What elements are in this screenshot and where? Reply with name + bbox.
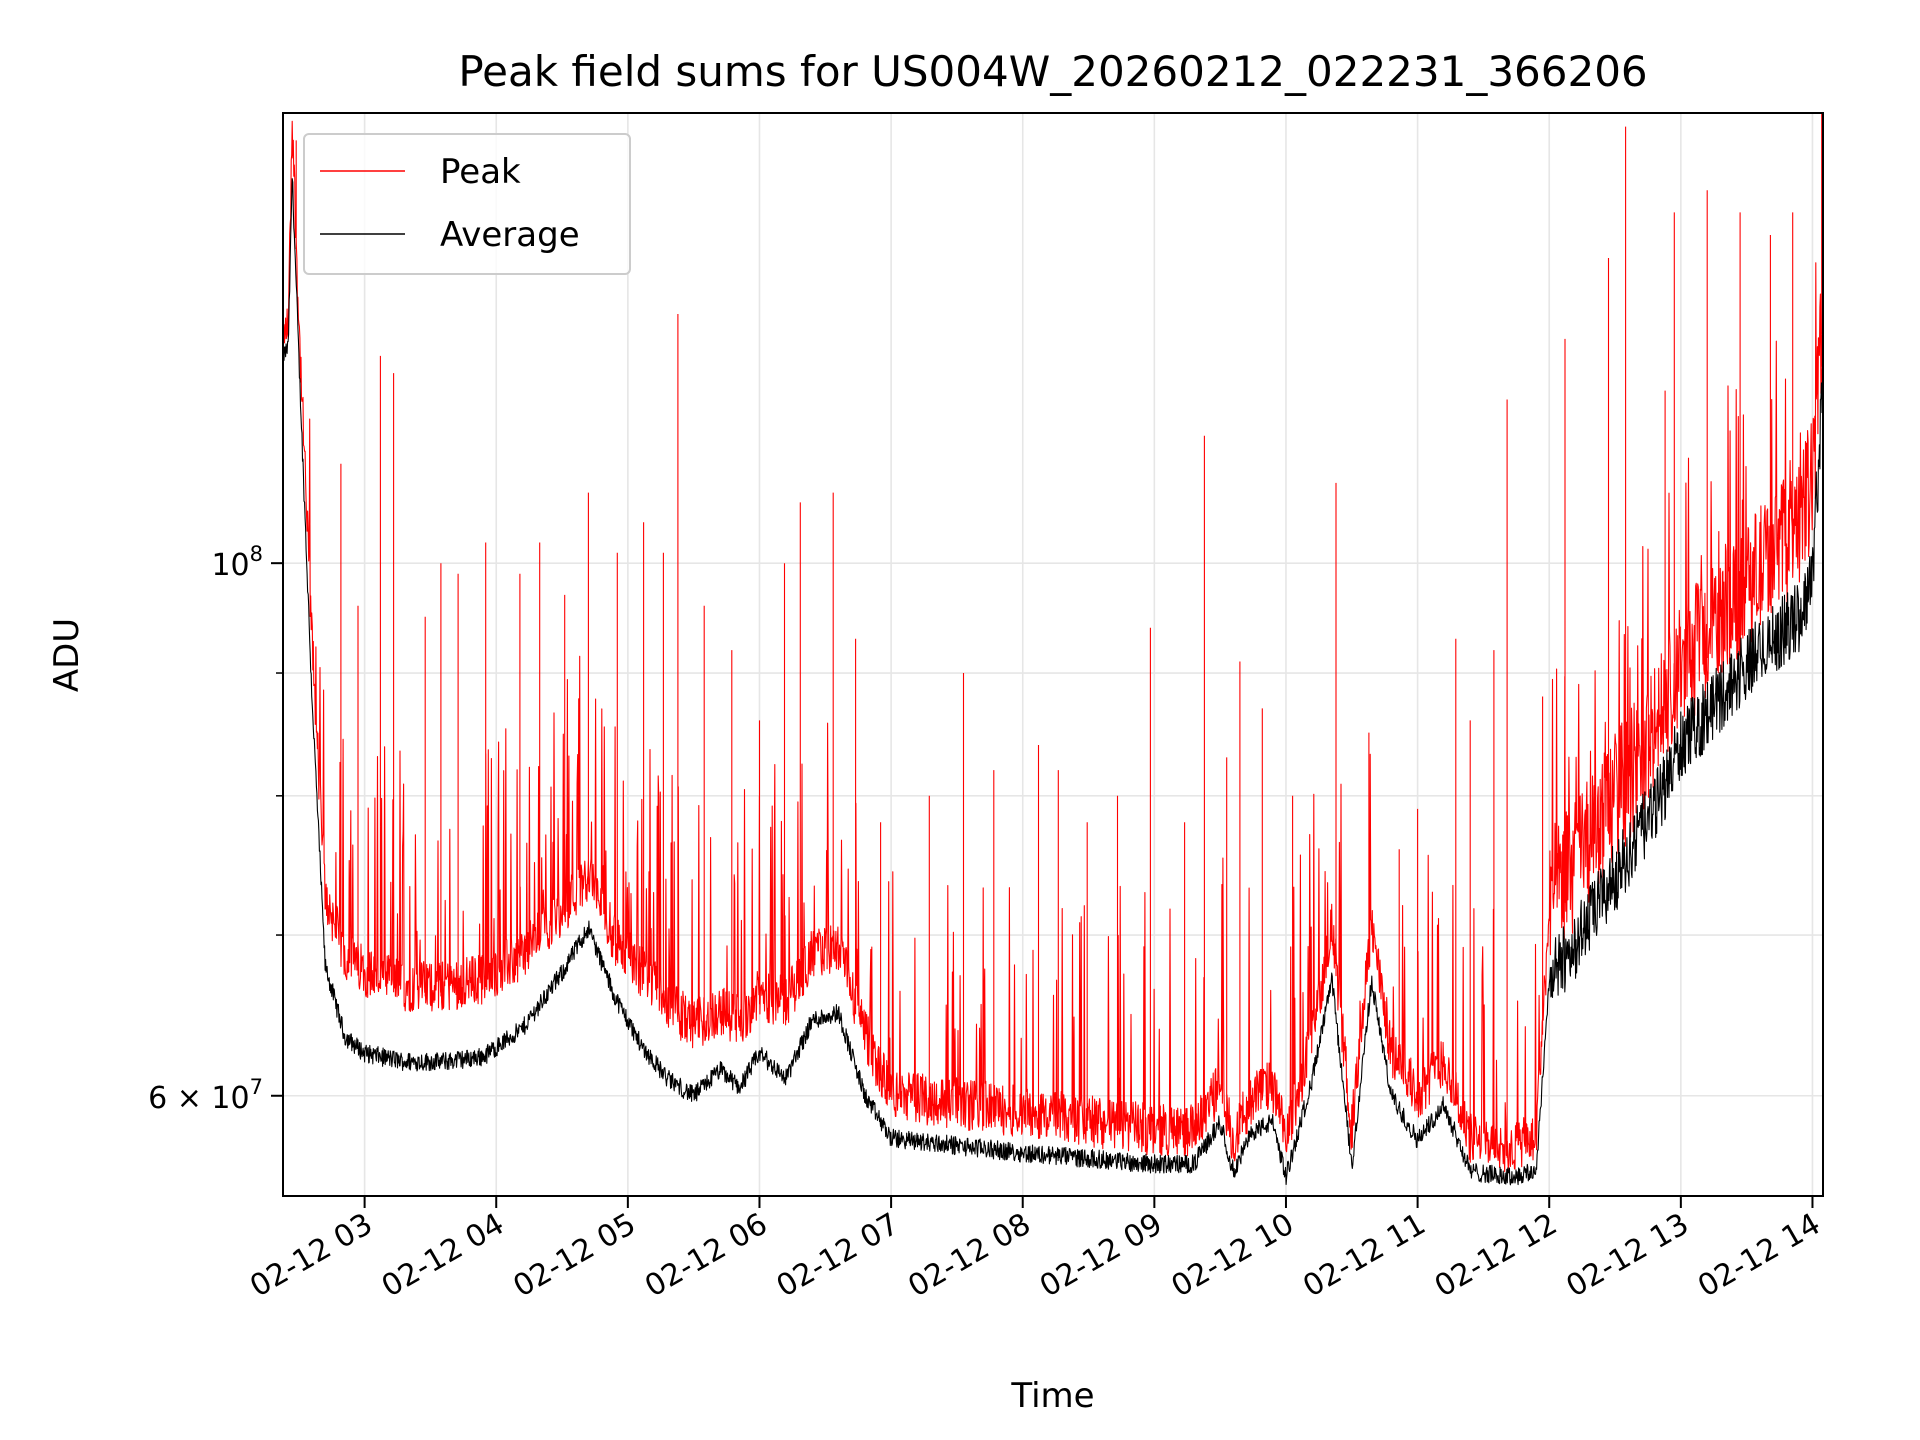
y-axis-label: ADU — [47, 618, 87, 692]
legend-box — [303, 133, 631, 275]
y-tick-label: 6 × 107 — [148, 1075, 263, 1116]
legend-label-average: Average — [440, 215, 580, 255]
series-peak-line — [283, 113, 1823, 1173]
x-axis-label: Time — [1010, 1376, 1094, 1416]
legend: Peak Average — [303, 133, 631, 275]
series-average-line — [283, 178, 1823, 1186]
legend-label-peak: Peak — [440, 152, 521, 192]
y-tick-label: 108 — [211, 542, 263, 583]
series-layer — [283, 113, 1823, 1186]
plot-frame — [282, 112, 1824, 1197]
chart-title: Peak field sums for US004W_20260212_0222… — [458, 47, 1647, 96]
